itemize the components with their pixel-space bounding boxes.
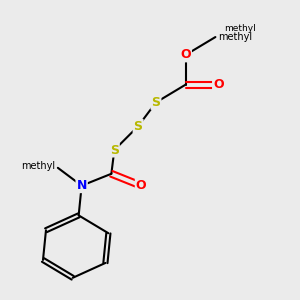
Text: O: O xyxy=(180,48,191,62)
Text: methyl: methyl xyxy=(21,161,55,171)
Text: S: S xyxy=(152,96,160,109)
Text: N: N xyxy=(76,179,87,192)
Text: S: S xyxy=(134,120,142,133)
Text: methyl: methyl xyxy=(218,32,253,42)
Text: S: S xyxy=(110,143,119,157)
Text: O: O xyxy=(136,179,146,192)
Text: O: O xyxy=(213,78,224,91)
Text: methyl: methyl xyxy=(224,24,256,33)
